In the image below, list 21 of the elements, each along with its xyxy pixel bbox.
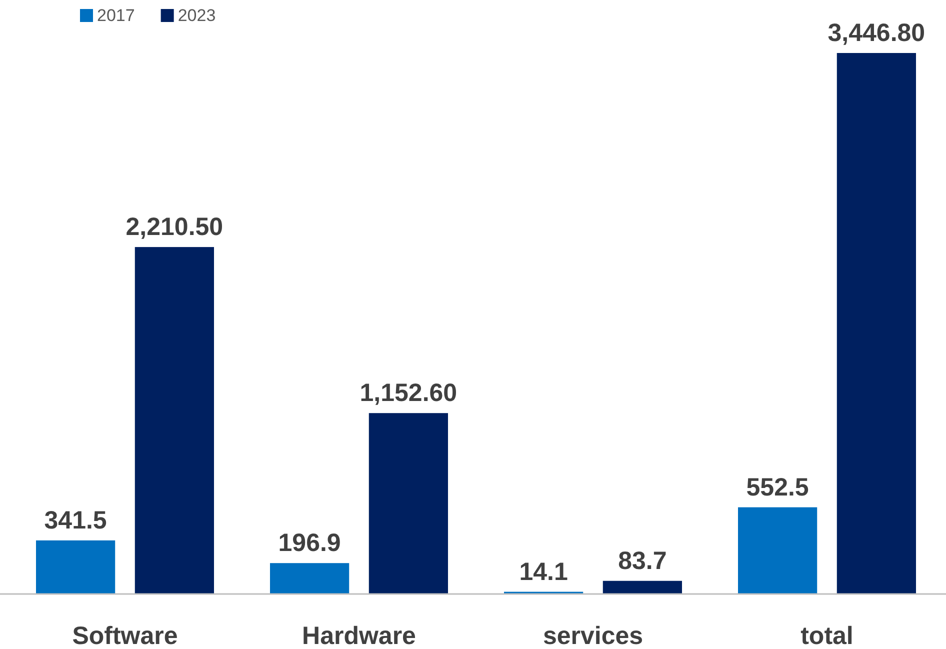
data-label: 14.1: [519, 558, 568, 586]
data-label: 83.7: [618, 546, 667, 575]
bar: [36, 540, 116, 594]
legend-label: 2017: [97, 6, 135, 25]
bar: [270, 563, 350, 594]
x-tick-label: total: [800, 622, 854, 649]
bar: [134, 247, 214, 594]
bar: [602, 580, 682, 594]
x-tick-label: Software: [72, 622, 178, 649]
x-tick-label: Hardware: [302, 622, 416, 649]
bar: [368, 413, 448, 594]
data-label: 341.5: [44, 506, 107, 534]
bar: [836, 53, 916, 594]
data-label: 1,152.60: [360, 379, 458, 408]
data-label: 3,446.80: [828, 19, 926, 47]
data-label: 552.5: [746, 473, 809, 502]
legend-label: 2023: [178, 6, 216, 25]
bar: [738, 507, 818, 594]
data-label: 2,210.50: [126, 213, 224, 242]
x-tick-label: services: [542, 622, 644, 649]
data-label: 196.9: [278, 529, 341, 558]
